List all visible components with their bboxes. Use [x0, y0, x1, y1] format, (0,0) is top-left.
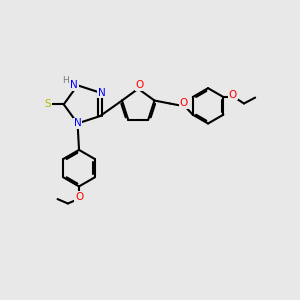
- Text: N: N: [98, 88, 105, 98]
- Text: O: O: [179, 98, 188, 109]
- Text: N: N: [70, 80, 78, 90]
- Text: N: N: [74, 118, 81, 128]
- Text: H: H: [62, 76, 69, 85]
- Text: S: S: [44, 99, 51, 110]
- Text: O: O: [136, 80, 144, 90]
- Text: O: O: [75, 192, 83, 202]
- Text: O: O: [229, 90, 237, 100]
